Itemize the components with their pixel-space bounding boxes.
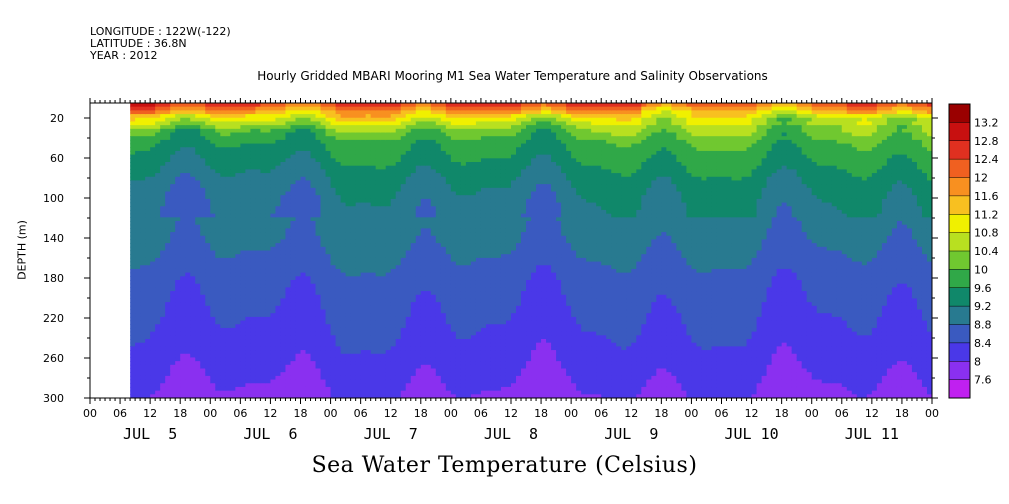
colorbar-swatch [949, 195, 970, 215]
colorbar-label: 10.8 [974, 227, 999, 240]
x-tick-label: 18 [414, 407, 428, 420]
x-tick-label: 06 [474, 407, 488, 420]
x-day-label: JUL 5 [123, 425, 177, 443]
colorbar-label: 12 [974, 172, 988, 185]
x-tick-label: 00 [324, 407, 338, 420]
metadata-block: LONGITUDE : 122W(-122) LATITUDE : 36.8N … [90, 26, 231, 62]
x-tick-label: 18 [895, 407, 909, 420]
y-tick-label: 220 [43, 312, 64, 325]
variable-title: Sea Water Temperature (Celsius) [311, 453, 698, 478]
x-tick-label: 12 [624, 407, 638, 420]
x-day-label: JUL 8 [484, 425, 538, 443]
colorbar-label: 8 [974, 355, 981, 368]
longitude-label: LONGITUDE : 122W(-122) [90, 25, 231, 38]
colorbar-swatch [949, 324, 970, 344]
colorbar-swatch [949, 361, 970, 381]
y-tick-label: 260 [43, 352, 64, 365]
x-tick-label: 00 [684, 407, 698, 420]
x-tick-label: 06 [233, 407, 247, 420]
colorbar-label: 8.8 [974, 319, 992, 332]
x-tick-label: 06 [835, 407, 849, 420]
colorbar-label: 10.4 [974, 245, 999, 258]
x-tick-label: 18 [173, 407, 187, 420]
colorbar-swatch [949, 251, 970, 270]
x-tick-label: 00 [925, 407, 939, 420]
colorbar-swatch [949, 269, 970, 289]
x-tick-label: 00 [805, 407, 819, 420]
colorbar-label: 9.2 [974, 300, 992, 313]
colorbar-swatch [949, 342, 970, 362]
y-tick-label: 140 [43, 232, 64, 245]
x-tick-label: 06 [715, 407, 729, 420]
x-tick-label: 12 [745, 407, 759, 420]
colorbar-label: 9.6 [974, 282, 992, 295]
colorbar-label: 7.6 [974, 374, 992, 387]
x-tick-label: 00 [83, 407, 97, 420]
x-tick-label: 18 [294, 407, 308, 420]
x-tick-label: 06 [594, 407, 608, 420]
x-tick-label: 12 [504, 407, 518, 420]
y-tick-label: 300 [43, 392, 64, 405]
plot-axes: 20 60 100 140 180 220 260 300 00 06 12 18 00 06 12 18 00… [43, 98, 939, 443]
colorbar-label: 11.6 [974, 190, 999, 203]
temperature-field [130, 103, 933, 398]
x-day-label: JUL 7 [364, 425, 418, 443]
x-day-label: JUL 6 [243, 425, 297, 443]
x-tick-label: 00 [203, 407, 217, 420]
colorbar-swatch [949, 214, 970, 234]
colorbar-label: 12.8 [974, 135, 999, 148]
colorbar-swatch [949, 379, 970, 399]
x-tick-label: 00 [564, 407, 578, 420]
x-tick-label: 12 [384, 407, 398, 420]
y-tick-label: 100 [43, 192, 64, 205]
x-day-label: JUL 9 [604, 425, 658, 443]
colorbar-label: 8.4 [974, 337, 992, 350]
colorbar-swatch [949, 159, 970, 178]
colorbar-label: 11.2 [974, 208, 999, 221]
colorbar-label: 10 [974, 263, 988, 276]
x-tick-label: 12 [143, 407, 157, 420]
chart-title: Hourly Gridded MBARI Mooring M1 Sea Wate… [257, 69, 768, 83]
colorbar-swatch [949, 104, 970, 123]
colorbar: 13.2 12.8 12.4 12 11.6 11.2 10.8 10.4 10 9.6 9.2 8.… [948, 103, 999, 399]
x-tick-label: 06 [113, 407, 127, 420]
colorbar-swatch [949, 232, 970, 252]
x-tick-label: 18 [654, 407, 668, 420]
colorbar-label: 12.4 [974, 153, 999, 166]
latitude-label: LATITUDE : 36.8N [90, 37, 187, 50]
y-tick-label: 20 [50, 112, 64, 125]
y-tick-label: 180 [43, 272, 64, 285]
x-tick-label: 06 [354, 407, 368, 420]
colorbar-label: 13.2 [974, 116, 999, 129]
x-tick-label: 12 [865, 407, 879, 420]
x-tick-label: 00 [444, 407, 458, 420]
x-tick-label: 18 [775, 407, 789, 420]
x-day-label: JUL 10 [724, 425, 778, 443]
colorbar-swatch [949, 306, 970, 325]
colorbar-swatch [949, 177, 970, 197]
colorbar-swatch [949, 140, 970, 160]
colorbar-swatch [949, 122, 970, 142]
y-tick-label: 60 [50, 152, 64, 165]
colorbar-swatch [949, 287, 970, 307]
x-tick-label: 18 [534, 407, 548, 420]
year-label: YEAR : 2012 [90, 49, 158, 62]
x-day-label: JUL 11 [845, 425, 899, 443]
x-tick-label: 12 [263, 407, 277, 420]
